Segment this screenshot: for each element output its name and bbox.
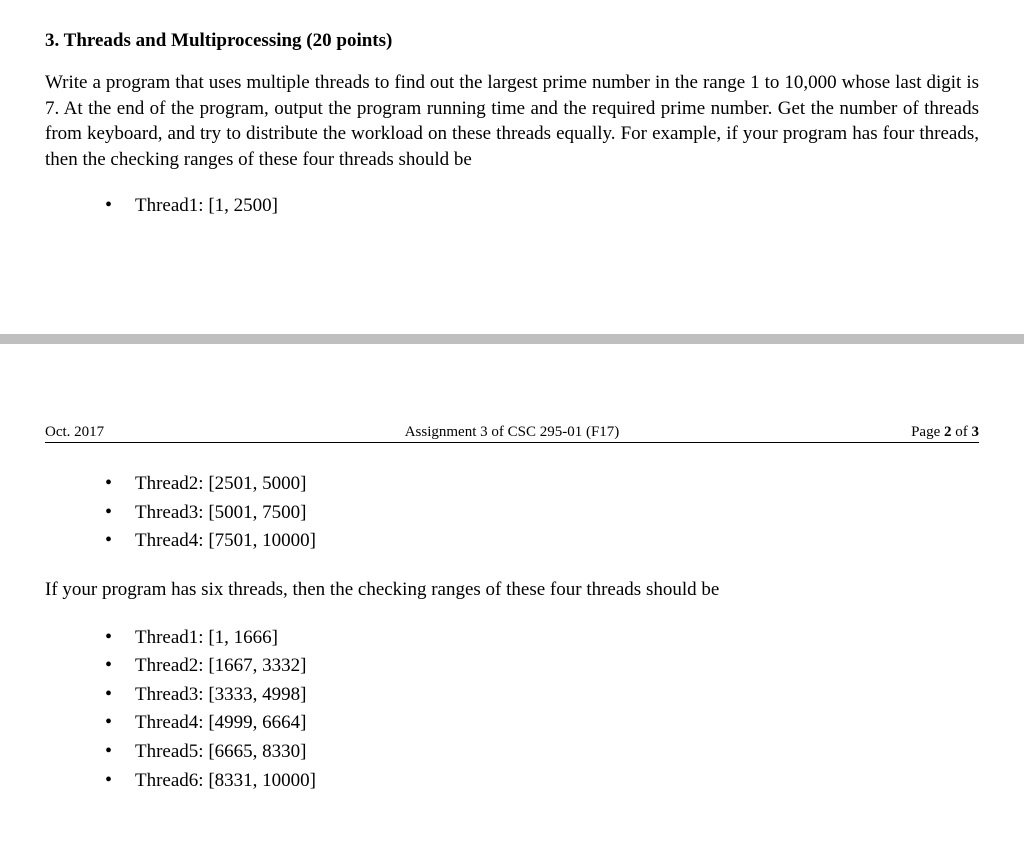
thread-list-mid: Thread2: [2501, 5000] Thread3: [5001, 75…	[45, 471, 979, 555]
question-heading: 3. Threads and Multiprocessing (20 point…	[45, 30, 979, 52]
list-item: Thread2: [2501, 5000]	[105, 471, 979, 498]
list-item: Thread1: [1, 1666]	[105, 625, 979, 652]
footer-date: Oct. 2017	[45, 424, 356, 441]
footer-page-prefix: Page	[911, 424, 944, 440]
list-item: Thread3: [5001, 7500]	[105, 500, 979, 527]
list-item: Thread4: [4999, 6664]	[105, 710, 979, 737]
question-body: Write a program that uses multiple threa…	[45, 70, 979, 173]
page-bottom-section: Oct. 2017 Assignment 3 of CSC 295-01 (F1…	[0, 344, 1024, 794]
list-item: Thread4: [7501, 10000]	[105, 528, 979, 555]
page-divider	[0, 334, 1024, 344]
list-item: Thread3: [3333, 4998]	[105, 682, 979, 709]
list-item: Thread1: [1, 2500]	[105, 193, 979, 220]
page-top-section: 3. Threads and Multiprocessing (20 point…	[0, 0, 1024, 219]
footer-page-of: of	[951, 424, 971, 440]
thread-list-six: Thread1: [1, 1666] Thread2: [1667, 3332]…	[45, 625, 979, 795]
footer-page-total: 3	[971, 424, 979, 440]
six-threads-text: If your program has six threads, then th…	[45, 577, 979, 603]
list-item: Thread5: [6665, 8330]	[105, 739, 979, 766]
footer-title: Assignment 3 of CSC 295-01 (F17)	[356, 424, 667, 441]
thread-list-top: Thread1: [1, 2500]	[45, 193, 979, 220]
page-footer: Oct. 2017 Assignment 3 of CSC 295-01 (F1…	[45, 424, 979, 443]
footer-page: Page 2 of 3	[668, 424, 979, 441]
list-item: Thread6: [8331, 10000]	[105, 768, 979, 795]
list-item: Thread2: [1667, 3332]	[105, 653, 979, 680]
